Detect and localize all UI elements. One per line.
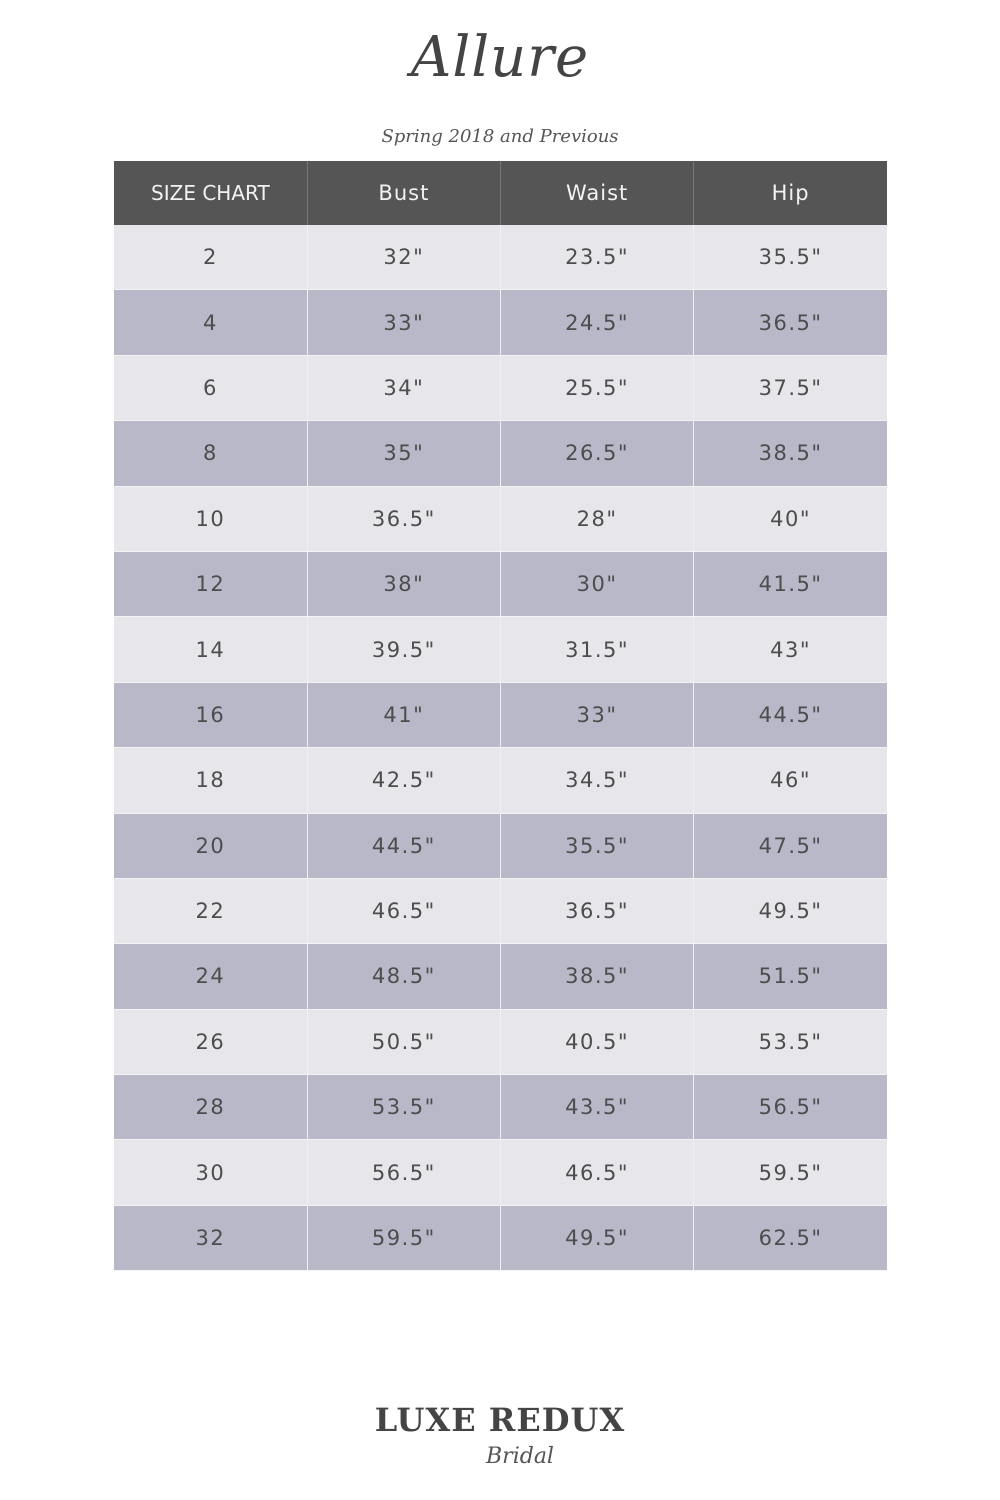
cell-hip: 36.5" [693,289,887,356]
cell-size: 16 [114,682,308,749]
cell-waist: 25.5" [500,355,695,422]
table-row: 4 33" 24.5" 36.5" [114,289,887,356]
cell-hip: 46" [693,747,887,814]
cell-size: 4 [114,289,308,356]
cell-waist: 26.5" [500,420,695,487]
cell-bust: 35" [307,420,502,487]
cell-waist: 30" [500,551,695,618]
table-row: 16 41" 33" 44.5" [114,682,887,749]
cell-hip: 62.5" [693,1205,887,1272]
cell-hip: 35.5" [693,225,887,291]
table-row: 28 53.5" 43.5" 56.5" [114,1074,887,1141]
cell-bust: 44.5" [307,813,502,879]
header-hip: Hip [693,161,887,225]
cell-hip: 53.5" [693,1009,887,1076]
cell-waist: 43.5" [500,1074,695,1141]
cell-waist: 23.5" [500,225,695,291]
cell-bust: 50.5" [307,1009,502,1076]
cell-size: 14 [114,616,308,683]
cell-hip: 44.5" [693,682,887,749]
cell-waist: 36.5" [500,878,695,945]
cell-bust: 46.5" [307,878,502,945]
footer-logo-line2: Bridal [486,1444,554,1469]
collection-subtitle: Spring 2018 and Previous [381,126,619,147]
cell-bust: 48.5" [307,943,502,1010]
cell-bust: 34" [307,355,502,422]
cell-size: 10 [114,486,308,552]
header-row: SIZE CHART Bust Waist Hip [114,161,887,225]
cell-hip: 43" [693,616,887,683]
cell-size: 24 [114,943,308,1010]
header-waist: Waist [500,161,695,225]
table-row: 32 59.5" 49.5" 62.5" [114,1205,887,1272]
cell-bust: 53.5" [307,1074,502,1141]
cell-size: 32 [114,1205,308,1272]
table-row: 14 39.5" 31.5" 43" [114,616,887,683]
footer-logo: LUXE REDUX Bridal [0,1400,1000,1472]
cell-bust: 36.5" [307,486,502,552]
cell-hip: 40" [693,486,887,552]
cell-hip: 56.5" [693,1074,887,1141]
table-row: 8 35" 26.5" 38.5" [114,420,887,487]
cell-size: 8 [114,420,308,487]
brand-logo: Allure [410,25,590,90]
cell-bust: 42.5" [307,747,502,814]
table-row: 26 50.5" 40.5" 53.5" [114,1009,887,1076]
cell-hip: 49.5" [693,878,887,945]
size-chart-table: SIZE CHART Bust Waist Hip 2 32" 23.5" 35.5"… [114,161,887,1272]
cell-hip: 41.5" [693,551,887,618]
cell-waist: 40.5" [500,1009,695,1076]
footer-logo-line1: LUXE REDUX [374,1401,626,1439]
cell-bust: 56.5" [307,1139,502,1206]
cell-hip: 37.5" [693,355,887,422]
header-size-chart: SIZE CHART [114,161,308,225]
cell-waist: 31.5" [500,616,695,683]
cell-hip: 59.5" [693,1139,887,1206]
cell-size: 6 [114,355,308,422]
table-row: 22 46.5" 36.5" 49.5" [114,878,887,945]
cell-hip: 47.5" [693,813,887,879]
cell-size: 30 [114,1139,308,1206]
cell-waist: 35.5" [500,813,695,879]
cell-waist: 49.5" [500,1205,695,1272]
table-row: 12 38" 30" 41.5" [114,551,887,618]
cell-hip: 38.5" [693,420,887,487]
cell-waist: 33" [500,682,695,749]
cell-size: 26 [114,1009,308,1076]
cell-size: 28 [114,1074,308,1141]
cell-size: 20 [114,813,308,879]
cell-size: 12 [114,551,308,618]
cell-size: 18 [114,747,308,814]
table-row: 30 56.5" 46.5" 59.5" [114,1139,887,1206]
cell-bust: 38" [307,551,502,618]
cell-hip: 51.5" [693,943,887,1010]
cell-bust: 32" [307,225,502,291]
table-row: 20 44.5" 35.5" 47.5" [114,813,887,879]
cell-size: 2 [114,225,308,291]
table-row: 18 42.5" 34.5" 46" [114,747,887,814]
cell-waist: 34.5" [500,747,695,814]
cell-bust: 39.5" [307,616,502,683]
table-row: 10 36.5" 28" 40" [114,486,887,552]
cell-waist: 24.5" [500,289,695,356]
header-bust: Bust [307,161,502,225]
table-row: 24 48.5" 38.5" 51.5" [114,943,887,1010]
cell-bust: 33" [307,289,502,356]
cell-waist: 28" [500,486,695,552]
cell-waist: 46.5" [500,1139,695,1206]
cell-bust: 59.5" [307,1205,502,1272]
table-row: 2 32" 23.5" 35.5" [114,225,887,291]
cell-bust: 41" [307,682,502,749]
table-row: 6 34" 25.5" 37.5" [114,355,887,422]
cell-waist: 38.5" [500,943,695,1010]
cell-size: 22 [114,878,308,945]
